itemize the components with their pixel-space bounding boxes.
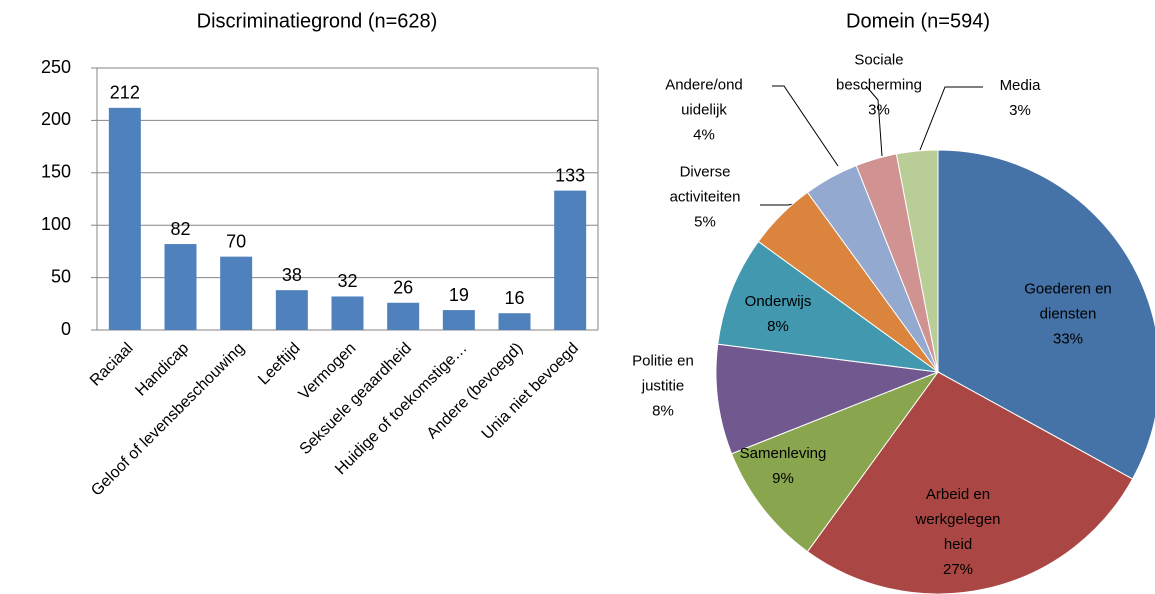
slice-label: Diverse activiteiten 5% — [665, 160, 745, 235]
slice-label: Samenleving 9% — [728, 441, 838, 491]
slice-category: Andere/onduidelijk — [665, 76, 743, 119]
bar-title: Discriminatiegrond (n=628) — [197, 10, 438, 32]
slice-label: Goederen en diensten 33% — [1021, 277, 1116, 352]
slice-category: Samenleving — [739, 445, 827, 462]
bar — [220, 256, 253, 330]
x-tick-label: Leeftijd — [255, 340, 304, 389]
slice-category: Politie en justitie — [632, 352, 694, 395]
slice-value: 27% — [942, 561, 974, 578]
bar — [498, 313, 531, 330]
y-tick-label: 250 — [41, 57, 71, 77]
bar — [331, 296, 364, 330]
slice-category: Media — [999, 77, 1041, 94]
y-tick-label: 0 — [61, 319, 71, 339]
pie-title: Domein (n=594) — [846, 10, 990, 32]
data-label: 82 — [170, 219, 190, 239]
bar — [164, 244, 197, 330]
data-label: 19 — [449, 285, 469, 305]
x-tick-label: Raciaal — [87, 340, 137, 390]
bar — [442, 310, 475, 330]
x-tick-label: Andere (bevoegd) — [424, 340, 527, 443]
y-tick-label: 150 — [41, 162, 71, 182]
y-tick-label: 50 — [51, 266, 71, 286]
data-label: 16 — [504, 288, 524, 308]
slice-label: Arbeid en werkgelegenheid 27% — [915, 482, 1001, 582]
pie-slice — [717, 240, 939, 373]
slice-value: 8% — [652, 402, 674, 420]
data-label: 133 — [555, 165, 585, 185]
bar — [275, 290, 308, 330]
y-tick-label: 100 — [41, 214, 71, 234]
x-tick-label: Seksuele geaardheid — [297, 340, 415, 458]
slice-category: Sociale bescherming — [836, 51, 922, 94]
slice-value: 8% — [767, 318, 789, 335]
y-tick-label: 200 — [41, 109, 71, 129]
slice-label: Onderwijs 8% — [733, 289, 823, 339]
pie-slice — [895, 149, 939, 373]
bar — [387, 302, 420, 330]
data-label: 70 — [226, 231, 246, 251]
pie-slice — [806, 371, 1134, 594]
data-label: 32 — [337, 271, 357, 291]
slice-category: Goederen en diensten — [1024, 280, 1112, 323]
slice-category: Diverse activiteiten — [669, 163, 741, 206]
slice-label: Media 3% — [980, 73, 1060, 123]
slice-value: 3% — [868, 101, 890, 119]
slice-label: Andere/onduidelijk 4% — [664, 73, 744, 148]
x-tick-label: Handicap — [132, 340, 192, 400]
data-label: 212 — [110, 83, 140, 103]
data-label: 26 — [393, 278, 413, 298]
x-tick-label: Unia niet bevoegd — [479, 340, 582, 443]
slice-value: 3% — [1009, 102, 1031, 119]
bar — [108, 107, 141, 330]
leader-line — [772, 85, 839, 167]
bar — [554, 190, 587, 330]
slice-label: Politie en justitie 8% — [628, 349, 698, 424]
slice-value: 9% — [772, 470, 794, 487]
slice-label: Sociale bescherming 3% — [832, 48, 927, 123]
leader-line — [919, 86, 983, 151]
slice-value: 5% — [694, 213, 716, 231]
data-label: 38 — [282, 265, 302, 285]
slice-category: Onderwijs — [744, 293, 812, 310]
slice-category: Arbeid en werkgelegenheid — [915, 486, 1001, 553]
leader-line — [865, 85, 883, 157]
pie-slice — [937, 149, 1155, 480]
slice-value: 33% — [1052, 330, 1084, 348]
pie-slice — [715, 343, 939, 455]
slice-value: 4% — [693, 126, 715, 144]
pie-slice — [730, 370, 940, 553]
